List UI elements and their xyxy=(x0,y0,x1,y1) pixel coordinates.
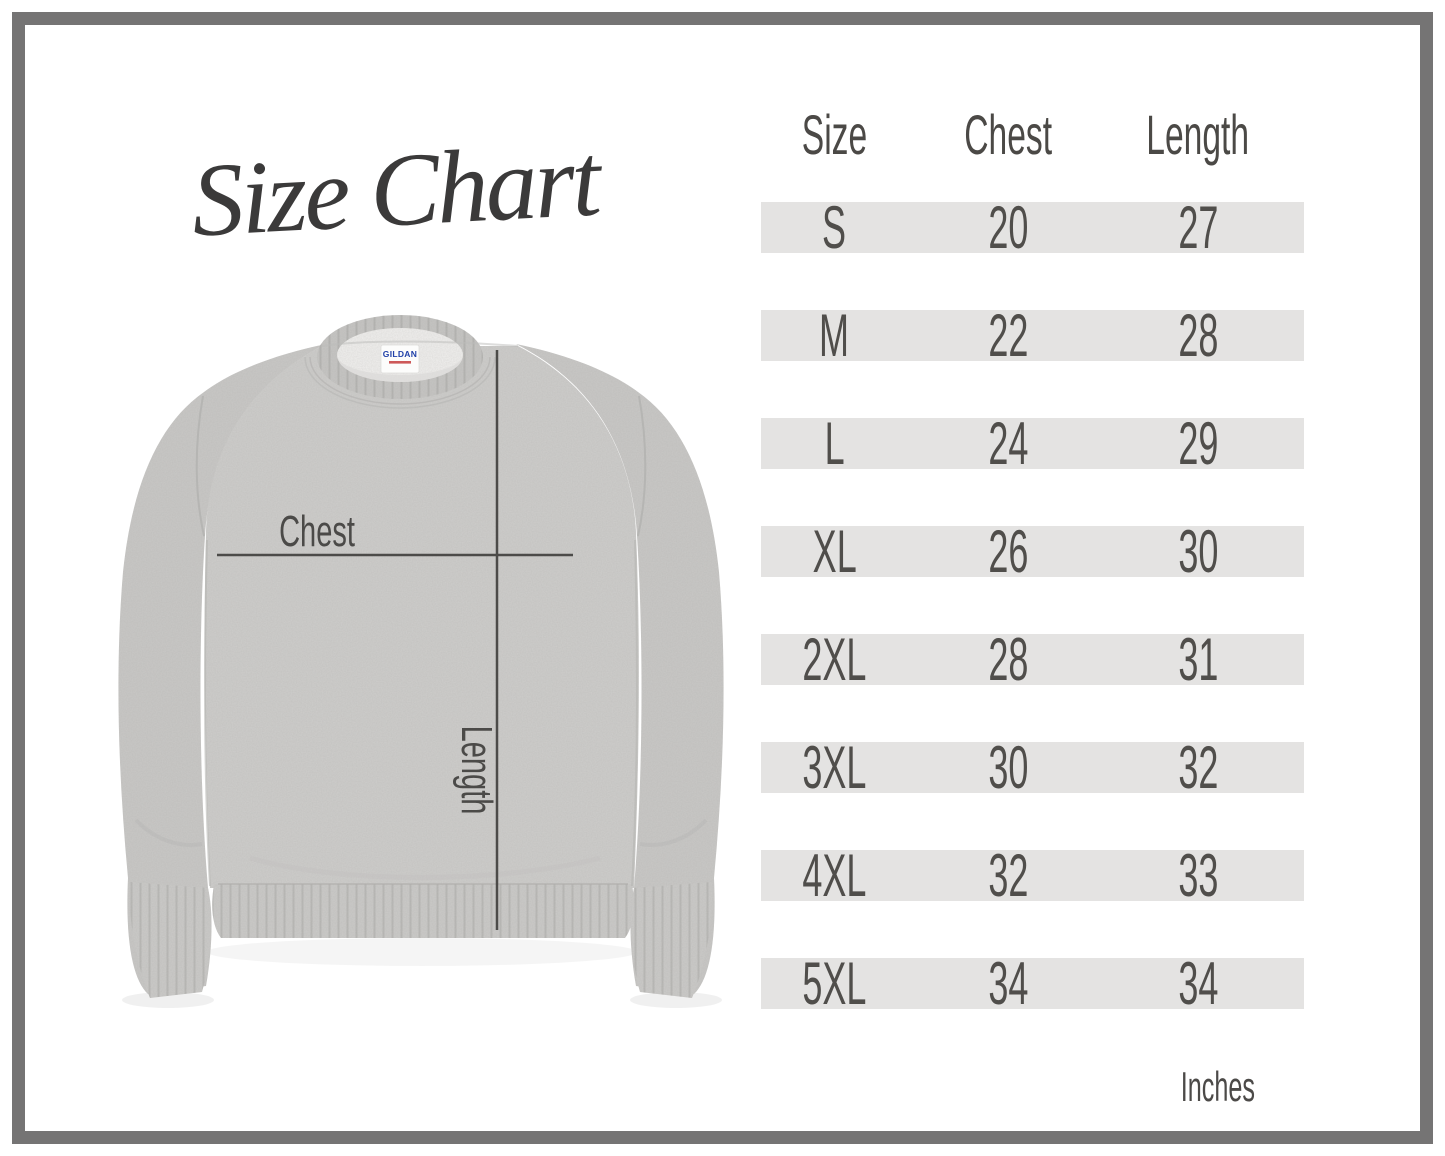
page-title: Size Chart xyxy=(188,122,601,259)
chest-cell: 32 xyxy=(988,842,1029,909)
size-cell: M xyxy=(819,302,850,369)
size-cell: 3XL xyxy=(802,734,867,801)
length-cell: 34 xyxy=(1178,950,1219,1017)
left-cuff-rib xyxy=(129,882,211,998)
chest-cell: 30 xyxy=(988,734,1029,801)
table-header-row: Size Chest Length xyxy=(761,104,1304,166)
length-cell: 27 xyxy=(1178,194,1219,261)
size-cell: XL xyxy=(812,518,857,585)
chest-label-group: Chest xyxy=(279,506,355,556)
collar-rib xyxy=(317,314,484,400)
size-cell: S xyxy=(822,194,847,261)
collar-stitch-2 xyxy=(304,356,496,409)
sweatshirt-diagram: GILDAN Chest Length xyxy=(118,314,724,1008)
length-cell: 31 xyxy=(1178,626,1219,693)
length-cell: 33 xyxy=(1178,842,1219,909)
length-measure-label: Length xyxy=(453,726,503,815)
left-cuff-shadow xyxy=(122,992,214,1008)
garment-shadow xyxy=(207,938,637,966)
right-cuff-shadow xyxy=(630,992,722,1008)
size-cell: 4XL xyxy=(802,842,867,909)
size-table: Size Chest Length S 20 27 M 22 28 L 24 2… xyxy=(761,104,1304,1108)
length-label-group: Length xyxy=(453,726,503,815)
collar-tag-brand: GILDAN xyxy=(383,349,417,359)
table-row-5xl: 5XL 34 34 xyxy=(761,950,1304,1017)
waistband-rib xyxy=(212,884,634,938)
table-row-xl: XL 26 30 xyxy=(761,518,1304,585)
collar-stitch-1 xyxy=(309,356,491,405)
table-row-m: M 22 28 xyxy=(761,302,1304,369)
length-cell: 29 xyxy=(1178,410,1219,477)
units-label: Inches xyxy=(1181,1063,1256,1110)
table-row-4xl: 4XL 32 33 xyxy=(761,842,1304,909)
collar-tag: GILDAN xyxy=(380,344,420,374)
table-row-l: L 24 29 xyxy=(761,410,1304,477)
seam-lines xyxy=(134,340,708,887)
header-size: Size xyxy=(801,103,867,166)
collar-inner-shade xyxy=(337,355,463,382)
header-chest: Chest xyxy=(964,103,1052,166)
table-row-s: S 20 27 xyxy=(761,194,1304,261)
collar-tag-red-text xyxy=(389,361,411,364)
chest-cell: 26 xyxy=(988,518,1029,585)
size-cell: L xyxy=(824,410,845,477)
size-cell: 2XL xyxy=(802,626,867,693)
length-cell: 28 xyxy=(1178,302,1219,369)
chest-cell: 34 xyxy=(988,950,1029,1017)
chest-cell: 28 xyxy=(988,626,1029,693)
header-length: Length xyxy=(1146,103,1250,166)
chest-measure-label: Chest xyxy=(279,506,355,556)
length-cell: 30 xyxy=(1178,518,1219,585)
length-cell: 32 xyxy=(1178,734,1219,801)
size-cell: 5XL xyxy=(802,950,867,1017)
chest-cell: 22 xyxy=(988,302,1029,369)
chest-cell: 20 xyxy=(988,194,1029,261)
right-cuff-rib xyxy=(631,882,713,998)
chest-cell: 24 xyxy=(988,410,1029,477)
table-row-2xl: 2XL 28 31 xyxy=(761,626,1304,693)
table-row-3xl: 3XL 30 32 xyxy=(761,734,1304,801)
